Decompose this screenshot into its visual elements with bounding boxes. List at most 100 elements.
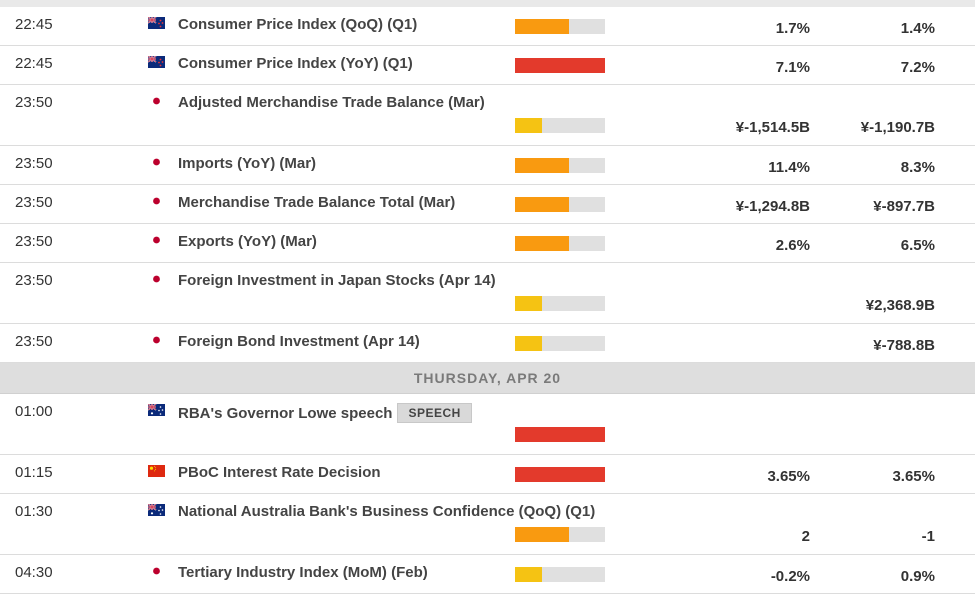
event-name-cell: Tertiary Industry Index (MoM) (Feb)	[178, 564, 428, 581]
event-time: 01:30	[15, 503, 53, 520]
japan-flag-icon	[148, 564, 165, 577]
consensus-value: -1	[921, 528, 935, 545]
event-name[interactable]: Imports (YoY) (Mar)	[178, 155, 317, 172]
event-name[interactable]: Merchandise Trade Balance Total (Mar)	[178, 194, 456, 211]
event-time: 23:50	[15, 333, 53, 350]
event-row[interactable]: 23:50 Merchandise Trade Balance Total (Ma…	[0, 185, 975, 224]
japan-flag-icon	[148, 155, 165, 168]
consensus-value: 7.2%	[900, 59, 935, 76]
impact-bar	[515, 58, 605, 73]
impact-bar	[515, 427, 605, 442]
japan-flag-icon	[148, 233, 165, 246]
actual-value: ¥-1,294.8B	[735, 198, 810, 215]
actual-value: ¥-1,514.5B	[735, 119, 810, 136]
event-name-cell: Foreign Bond Investment (Apr 14)	[178, 333, 420, 350]
event-name-cell: Consumer Price Index (YoY) (Q1)	[178, 55, 413, 72]
event-row[interactable]: 23:50 Foreign Bond Investment (Apr 14) ¥-7…	[0, 324, 975, 363]
impact-bar	[515, 336, 605, 351]
event-row[interactable]: 01:30 National Australia Bank's Business …	[0, 494, 975, 555]
event-time: 23:50	[15, 194, 53, 211]
event-time: 22:45	[15, 16, 53, 33]
impact-bar-fill	[515, 236, 569, 251]
event-name-cell: PBoC Interest Rate Decision	[178, 464, 381, 481]
consensus-value: 1.4%	[900, 20, 935, 37]
impact-bar-fill	[515, 197, 569, 212]
impact-bar	[515, 19, 605, 34]
event-name[interactable]: Consumer Price Index (QoQ) (Q1)	[178, 16, 418, 33]
event-name[interactable]: RBA's Governor Lowe speech	[178, 405, 393, 422]
impact-bar	[515, 118, 605, 133]
consensus-value: ¥-788.8B	[873, 337, 935, 354]
impact-bar	[515, 197, 605, 212]
china-flag-icon	[148, 464, 165, 477]
event-time: 23:50	[15, 155, 53, 172]
impact-bar-fill	[515, 19, 569, 34]
event-name[interactable]: Tertiary Industry Index (MoM) (Feb)	[178, 564, 428, 581]
event-time: 01:15	[15, 464, 53, 481]
speech-badge: SPEECH	[397, 403, 472, 423]
new-zealand-flag-icon	[147, 55, 165, 68]
actual-value: 3.65%	[767, 468, 810, 485]
impact-bar-fill	[515, 467, 605, 482]
impact-bar-fill	[515, 118, 542, 133]
impact-bar-fill	[515, 158, 569, 173]
event-row[interactable]: 23:50 Foreign Investment in Japan Stocks …	[0, 263, 975, 324]
actual-value: -0.2%	[770, 568, 810, 585]
actual-value: 2	[801, 528, 810, 545]
economic-calendar-table: 22:45 Consumer Price Index (QoQ) (Q1) 1.7%…	[0, 7, 975, 594]
impact-bar	[515, 527, 605, 542]
event-name[interactable]: Adjusted Merchandise Trade Balance (Mar)	[178, 94, 485, 111]
impact-bar	[515, 236, 605, 251]
japan-flag-icon	[148, 333, 165, 346]
event-row[interactable]: 01:15 PBoC Interest Rate Decision 3.65% 3.6…	[0, 455, 975, 494]
event-row[interactable]: 01:00 RBA's Governor Lowe speech SPEECH	[0, 394, 975, 455]
impact-bar	[515, 296, 605, 311]
japan-flag-icon	[148, 272, 165, 285]
event-row[interactable]: 23:50 Imports (YoY) (Mar) 11.4% 8.3%	[0, 146, 975, 185]
japan-flag-icon	[148, 94, 165, 107]
event-row[interactable]: 04:30 Tertiary Industry Index (MoM) (Feb)…	[0, 555, 975, 594]
consensus-value: 3.65%	[892, 468, 935, 485]
consensus-value: ¥2,368.9B	[865, 297, 935, 314]
event-name-cell: Consumer Price Index (QoQ) (Q1)	[178, 16, 417, 33]
event-time: 23:50	[15, 272, 53, 289]
event-name-cell: RBA's Governor Lowe speech SPEECH	[178, 403, 472, 423]
impact-bar-fill	[515, 567, 542, 582]
consensus-value: 6.5%	[900, 237, 935, 254]
event-row[interactable]: 23:50 Exports (YoY) (Mar) 2.6% 6.5%	[0, 224, 975, 263]
impact-bar	[515, 467, 605, 482]
impact-bar-fill	[515, 427, 605, 442]
australia-flag-icon	[147, 403, 165, 416]
actual-value: 7.1%	[775, 59, 810, 76]
event-time: 04:30	[15, 564, 53, 581]
consensus-value: 0.9%	[900, 568, 935, 585]
day-header-row: THURSDAY, APR 20	[0, 363, 975, 394]
consensus-value: ¥-897.7B	[873, 198, 935, 215]
impact-bar-fill	[515, 296, 542, 311]
event-time: 01:00	[15, 403, 53, 420]
event-name-cell: National Australia Bank's Business Confi…	[178, 503, 595, 520]
consensus-value: 8.3%	[900, 159, 935, 176]
event-row[interactable]: 22:45 Consumer Price Index (QoQ) (Q1) 1.7%…	[0, 7, 975, 46]
event-name[interactable]: Foreign Investment in Japan Stocks (Apr …	[178, 272, 496, 289]
event-row[interactable]: 22:45 Consumer Price Index (YoY) (Q1) 7.1%…	[0, 46, 975, 85]
japan-flag-icon	[148, 194, 165, 207]
impact-bar	[515, 567, 605, 582]
event-name[interactable]: Consumer Price Index (YoY) (Q1)	[178, 55, 413, 72]
impact-bar-fill	[515, 58, 605, 73]
event-name[interactable]: PBoC Interest Rate Decision	[178, 464, 381, 481]
actual-value: 11.4%	[768, 159, 810, 176]
event-row[interactable]: 23:50 Adjusted Merchandise Trade Balance …	[0, 85, 975, 146]
day-header-label: THURSDAY, APR 20	[413, 370, 562, 386]
impact-bar-fill	[515, 336, 542, 351]
event-name[interactable]: Exports (YoY) (Mar)	[178, 233, 317, 250]
event-name[interactable]: Foreign Bond Investment (Apr 14)	[178, 333, 420, 350]
event-time: 23:50	[15, 94, 53, 111]
event-name-cell: Merchandise Trade Balance Total (Mar)	[178, 194, 455, 211]
consensus-value: ¥-1,190.7B	[860, 119, 935, 136]
event-name-cell: Exports (YoY) (Mar)	[178, 233, 317, 250]
event-name[interactable]: National Australia Bank's Business Confi…	[178, 503, 596, 520]
event-name-cell: Foreign Investment in Japan Stocks (Apr …	[178, 272, 496, 289]
event-name-cell: Adjusted Merchandise Trade Balance (Mar)	[178, 94, 485, 111]
actual-value: 1.7%	[775, 20, 810, 37]
